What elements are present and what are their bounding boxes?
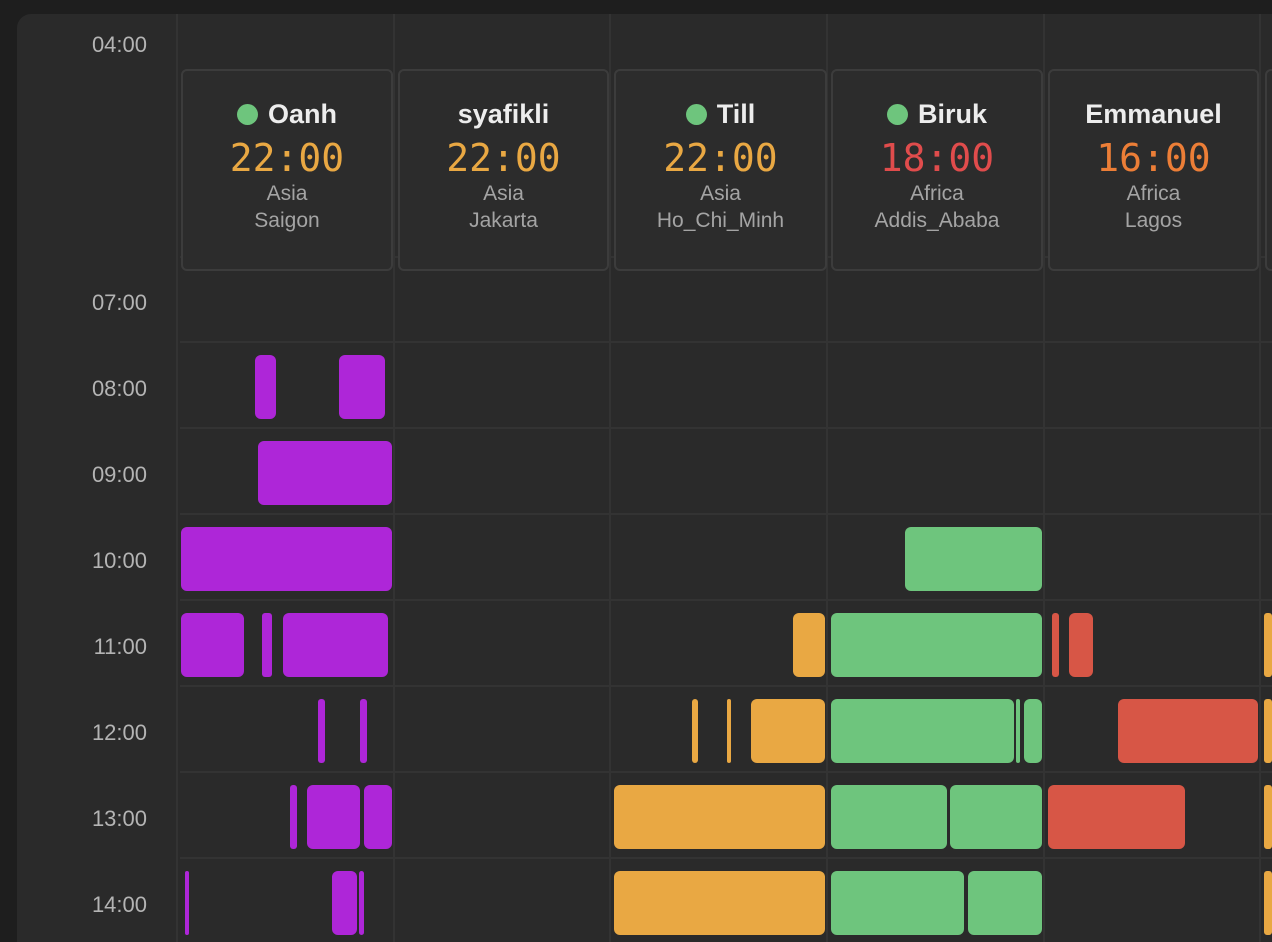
person-card-syafikli[interactable]: syafikli 22:00 Asia Jakarta [398, 69, 609, 271]
availability-block-oanh[interactable] [283, 613, 388, 677]
availability-block-till[interactable] [751, 699, 825, 763]
availability-block-oanh[interactable] [181, 613, 244, 677]
hour-row-divider [180, 685, 1272, 687]
person-name: Oanh [267, 98, 337, 129]
availability-block-till[interactable] [1264, 871, 1272, 935]
availability-block-oanh[interactable] [181, 527, 392, 591]
availability-block-biruk[interactable] [950, 785, 1042, 849]
availability-block-biruk[interactable] [1024, 699, 1042, 763]
person-name: Biruk [917, 98, 988, 129]
availability-block-oanh[interactable] [185, 871, 189, 935]
column-divider [176, 14, 178, 942]
timezone-region: Asia [266, 182, 308, 205]
hour-label-08: 08:00 [91, 376, 147, 401]
timezone-city: Jakarta [469, 209, 538, 232]
person-card-oanh[interactable]: Oanh 22:00 Asia Saigon [181, 69, 393, 271]
column-divider [393, 14, 395, 942]
availability-block-biruk[interactable] [831, 871, 964, 935]
availability-block-emmanuel[interactable] [1048, 785, 1185, 849]
availability-block-oanh[interactable] [360, 699, 367, 763]
availability-block-biruk[interactable] [831, 785, 947, 849]
column-divider [609, 14, 611, 942]
local-time: 16:00 [1096, 136, 1211, 180]
hour-row-divider [180, 857, 1272, 859]
hour-label-04: 04:00 [91, 32, 147, 57]
online-status-dot [886, 103, 908, 125]
person-card-biruk[interactable]: Biruk 18:00 Africa Addis_Ababa [831, 69, 1043, 271]
availability-block-till[interactable] [1264, 699, 1272, 763]
timezone-region: Asia [483, 182, 524, 205]
availability-block-oanh[interactable] [262, 613, 272, 677]
availability-block-oanh[interactable] [258, 441, 392, 505]
hour-row-divider [180, 513, 1272, 515]
schedule-panel: 04:00 07:00 08:00 09:00 10:00 11:00 12:0… [17, 14, 1272, 942]
availability-block-biruk[interactable] [831, 699, 1014, 763]
availability-block-oanh[interactable] [364, 785, 392, 849]
availability-block-oanh[interactable] [255, 355, 276, 419]
hour-label-09: 09:00 [91, 462, 147, 487]
timezone-city: Addis_Ababa [874, 209, 1000, 232]
person-card-till[interactable]: Till 22:00 Asia Ho_Chi_Minh [614, 69, 827, 271]
timezone-region: Africa [1126, 182, 1181, 205]
online-status-dot [236, 103, 258, 125]
hour-row-divider [180, 599, 1272, 601]
hour-row-divider [180, 427, 1272, 429]
availability-block-oanh[interactable] [318, 699, 325, 763]
hour-row-divider [180, 771, 1272, 773]
availability-block-till[interactable] [614, 785, 825, 849]
availability-block-oanh[interactable] [307, 785, 360, 849]
availability-block-emmanuel[interactable] [1118, 699, 1258, 763]
person-name: Emmanuel [1085, 98, 1222, 129]
hour-label-13: 13:00 [91, 806, 147, 831]
local-time: 22:00 [229, 136, 345, 180]
hour-row-divider [180, 341, 1272, 343]
column-divider [1043, 14, 1045, 942]
timezone-city: Lagos [1124, 209, 1183, 232]
column-divider [826, 14, 828, 942]
hour-label-14: 14:00 [91, 892, 147, 917]
hour-label-07: 07:00 [91, 290, 147, 315]
person-card-emmanuel[interactable]: Emmanuel 16:00 Africa Lagos [1048, 69, 1259, 271]
person-card-next[interactable] [1265, 69, 1272, 271]
local-time: 22:00 [663, 136, 778, 180]
availability-block-oanh[interactable] [290, 785, 297, 849]
availability-block-till[interactable] [1264, 785, 1272, 849]
person-name: syafikli [457, 98, 550, 129]
local-time: 18:00 [879, 136, 995, 180]
column-divider [1259, 14, 1261, 942]
availability-block-biruk[interactable] [1016, 699, 1020, 763]
hour-label-12: 12:00 [91, 720, 147, 745]
timezone-city: Saigon [254, 209, 320, 232]
availability-block-emmanuel[interactable] [1052, 613, 1059, 677]
hour-label-10: 10:00 [91, 548, 147, 573]
timezone-city: Ho_Chi_Minh [656, 209, 785, 232]
availability-block-till[interactable] [1264, 613, 1272, 677]
timezone-region: Africa [910, 182, 964, 205]
timezone-region: Asia [700, 182, 741, 205]
availability-block-till[interactable] [692, 699, 698, 763]
local-time: 22:00 [446, 136, 561, 180]
availability-block-till[interactable] [793, 613, 825, 677]
availability-block-oanh[interactable] [332, 871, 357, 935]
availability-block-biruk[interactable] [831, 613, 1042, 677]
online-status-dot [685, 103, 707, 125]
availability-block-till[interactable] [614, 871, 825, 935]
availability-block-biruk[interactable] [905, 527, 1042, 591]
availability-block-oanh[interactable] [359, 871, 364, 935]
person-name: Till [716, 98, 756, 129]
availability-block-emmanuel[interactable] [1069, 613, 1093, 677]
availability-block-till[interactable] [727, 699, 731, 763]
hour-label-11: 11:00 [93, 634, 147, 659]
availability-block-oanh[interactable] [339, 355, 385, 419]
availability-block-biruk[interactable] [968, 871, 1042, 935]
